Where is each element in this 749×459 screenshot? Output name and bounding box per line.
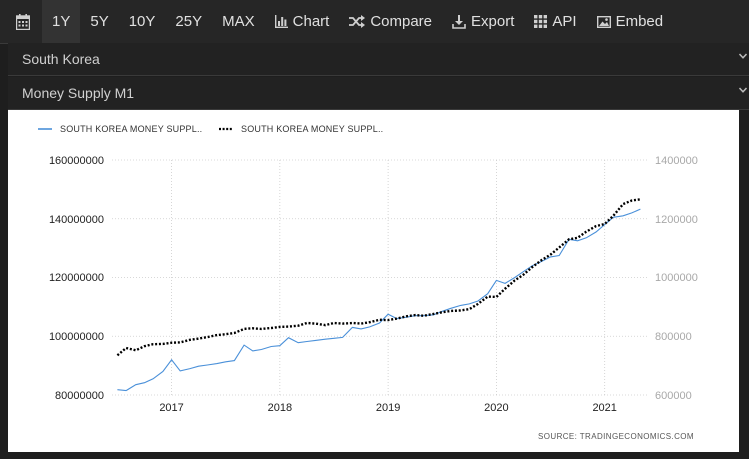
chart-legend: SOUTH KOREA MONEY SUPPL.. SOUTH KOREA MO…	[38, 124, 383, 134]
x-tick: 2019	[376, 402, 400, 414]
chevron-down-icon	[739, 87, 747, 93]
chart-grid	[112, 159, 648, 396]
y-right-tick: 1400000	[655, 155, 698, 167]
export-button[interactable]: Export	[442, 0, 524, 43]
shuffle-icon	[349, 15, 366, 28]
embed-button[interactable]: Embed	[587, 0, 674, 43]
embed-label: Embed	[615, 13, 664, 30]
api-label: API	[552, 13, 577, 30]
legend-label-series-1: SOUTH KOREA MONEY SUPPL..	[60, 124, 202, 134]
y-left-tick: 80000000	[55, 390, 104, 402]
range-10y-label: 10Y	[128, 13, 156, 30]
y-left-tick: 140000000	[49, 214, 104, 226]
range-max-button[interactable]: MAX	[212, 0, 265, 43]
toolbar: 1Y 5Y 10Y 25Y MAX Chart Compare Export	[0, 0, 749, 44]
chart-panel: SOUTH KOREA MONEY SUPPL.. SOUTH KOREA MO…	[8, 110, 739, 452]
range-max-label: MAX	[222, 13, 255, 30]
money-supply-chart: SOUTH KOREA MONEY SUPPL.. SOUTH KOREA MO…	[38, 124, 698, 441]
y-right-tick: 1000000	[655, 272, 698, 284]
compare-label: Compare	[370, 13, 433, 30]
api-button[interactable]: API	[524, 0, 586, 43]
compare-button[interactable]: Compare	[339, 0, 442, 43]
country-select-value: South Korea	[22, 51, 100, 67]
calendar-icon	[16, 13, 30, 30]
series-2-line	[116, 198, 641, 357]
chevron-down-icon	[739, 53, 747, 59]
range-10y-button[interactable]: 10Y	[119, 0, 166, 43]
image-icon	[596, 15, 611, 28]
grid-icon	[534, 15, 548, 28]
x-tick: 2018	[268, 402, 292, 414]
x-tick: 2020	[484, 402, 508, 414]
export-label: Export	[471, 13, 515, 30]
y-right-tick: 800000	[655, 331, 692, 343]
y-left-tick: 160000000	[49, 155, 104, 167]
left-axis-ticks: 160000000 140000000 120000000 100000000 …	[49, 155, 104, 402]
x-axis-ticks: 2017 2018 2019 2020 2021	[159, 402, 617, 414]
range-5y-button[interactable]: 5Y	[80, 0, 118, 43]
calendar-button[interactable]	[0, 0, 42, 43]
chart-source: SOURCE: TRADINGECONOMICS.COM	[538, 432, 694, 441]
bar-chart-icon	[274, 15, 288, 28]
y-left-tick: 120000000	[49, 272, 104, 284]
range-5y-label: 5Y	[90, 13, 109, 30]
y-right-tick: 1200000	[655, 214, 698, 226]
x-tick: 2017	[159, 402, 183, 414]
range-1y-button[interactable]: 1Y	[42, 0, 81, 43]
x-tick: 2021	[592, 402, 616, 414]
indicator-select[interactable]: Money Supply M1	[8, 77, 749, 110]
download-icon	[452, 14, 466, 29]
chart-button[interactable]: Chart	[265, 0, 340, 43]
y-right-tick: 600000	[655, 390, 692, 402]
range-25y-label: 25Y	[175, 13, 203, 30]
country-select[interactable]: South Korea	[8, 43, 749, 76]
range-1y-label: 1Y	[52, 13, 71, 30]
series-1-line	[117, 208, 641, 392]
legend-label-series-2: SOUTH KOREA MONEY SUPPL..	[241, 124, 383, 134]
indicator-select-value: Money Supply M1	[22, 85, 135, 101]
right-axis-ticks: 1400000 1200000 1000000 800000 600000	[655, 155, 698, 402]
y-left-tick: 100000000	[49, 331, 104, 343]
range-25y-button[interactable]: 25Y	[165, 0, 212, 43]
chart-label: Chart	[292, 13, 330, 30]
